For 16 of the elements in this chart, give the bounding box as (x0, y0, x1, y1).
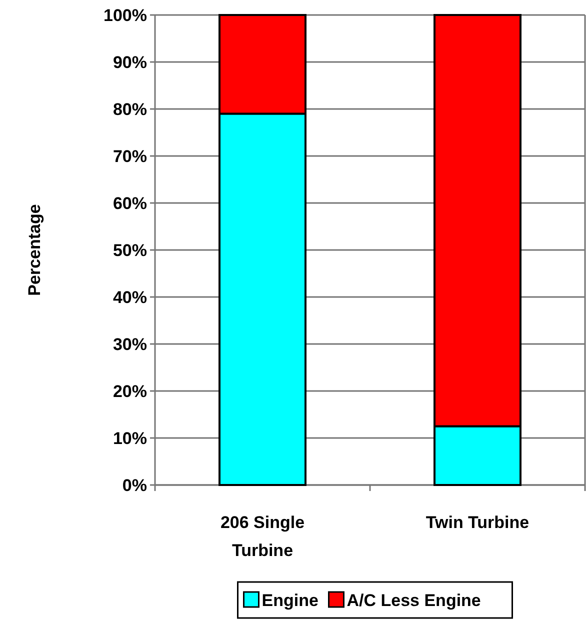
x-tick-label: 206 Single Turbine (220, 513, 305, 560)
legend-label: A/C Less Engine (346, 590, 481, 610)
y-tick-label: 40% (112, 288, 147, 307)
y-tick-label: 20% (112, 382, 147, 401)
x-tick-label: Twin Turbine (426, 513, 530, 532)
y-tick-label: 0% (122, 476, 147, 495)
y-tick-label: 70% (112, 146, 147, 166)
y-tick-label: 10% (112, 428, 147, 448)
y-tick-label: 30% (112, 334, 147, 354)
y-tick-label: 50% (112, 240, 147, 260)
y-tick-label: 100% (104, 6, 147, 25)
y-axis-title: Percentage (25, 204, 44, 296)
y-tick-label: 90% (112, 52, 147, 72)
y-tick-label: 60% (112, 194, 147, 213)
legend-label: Engine (262, 590, 318, 610)
y-tick-label: 80% (112, 100, 147, 119)
